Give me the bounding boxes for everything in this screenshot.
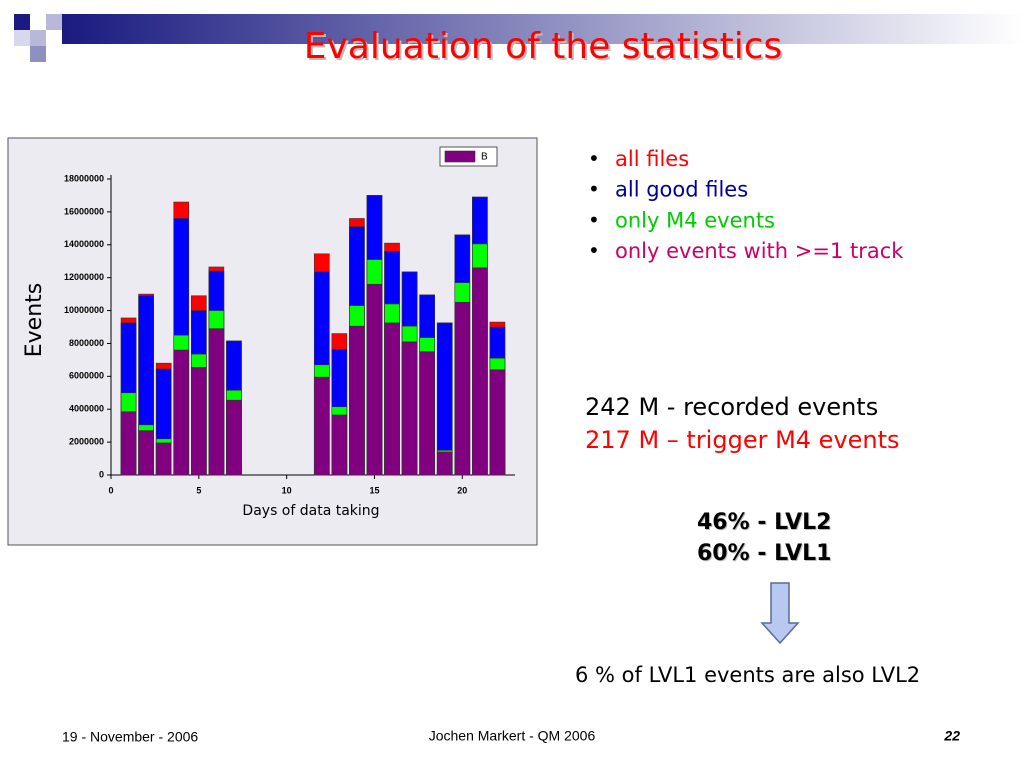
y-tick-label: 16000000 <box>64 206 104 216</box>
legend-swatch <box>444 150 476 163</box>
y-tick-label: 12000000 <box>64 272 104 282</box>
conclusion: 6 % of LVL1 events are also LVL2 <box>575 663 920 687</box>
bar <box>226 399 242 476</box>
x-tick-label: 0 <box>108 485 113 495</box>
bar <box>489 369 506 476</box>
bullet-text: only M4 events <box>615 208 775 232</box>
page-number: 22 <box>943 728 960 744</box>
bar <box>384 322 400 476</box>
note: 217 M – trigger M4 events <box>585 426 900 454</box>
bar <box>331 414 348 476</box>
arrow <box>760 582 800 645</box>
y-tick-label: 14000000 <box>64 239 104 249</box>
bar <box>120 411 137 476</box>
x-tick-label: 20 <box>457 485 467 495</box>
x-tick-label: 10 <box>282 485 292 495</box>
bar <box>191 366 207 476</box>
x-axis-label: Days of data taking <box>242 503 379 519</box>
bar <box>436 451 453 476</box>
decoration <box>14 14 1024 62</box>
bullet: • <box>588 177 600 201</box>
note: 242 M - recorded events <box>585 393 878 421</box>
y-tick-label: 6000000 <box>69 371 104 381</box>
level: 46% - LVL2 <box>697 510 831 535</box>
bar <box>349 325 365 476</box>
bar <box>454 302 471 476</box>
footer-author: Jochen Markert - QM 2006 <box>429 728 596 744</box>
bar <box>401 341 418 476</box>
bullet-text: all good files <box>615 178 748 202</box>
bullet: • <box>588 147 600 171</box>
y-tick-label: 18000000 <box>64 173 104 183</box>
bullet: • <box>588 239 600 263</box>
y-tick-label: 8000000 <box>69 338 104 348</box>
bullet-list: • all files • all good files • only M4 events… <box>588 147 904 264</box>
chart: 0 2000000 4000000 6000000 8000000 10000000 120… <box>22 146 515 519</box>
bar <box>366 283 383 476</box>
y-tick-label: 0 <box>99 469 104 479</box>
bullet-text: all files <box>615 147 689 171</box>
y-tick-label: 4000000 <box>69 404 104 414</box>
bullet-text: only events with >=1 track <box>615 239 904 263</box>
bar <box>138 430 154 476</box>
footer-date: 19 - November - 2006 <box>62 729 198 745</box>
y-tick-label: 2000000 <box>69 436 104 446</box>
x-tick-label: 15 <box>369 485 379 495</box>
y-axis-label: Events <box>22 283 47 358</box>
slide-title: Evaluation of the statistics <box>304 26 783 67</box>
x-tick-label: 5 <box>196 485 201 495</box>
bar <box>173 349 190 476</box>
bar <box>472 267 488 476</box>
bar <box>313 376 330 476</box>
bullet: • <box>588 208 600 232</box>
level: 60% - LVL1 <box>697 541 831 566</box>
bar <box>419 351 435 476</box>
bar <box>208 328 225 476</box>
y-tick-label: 10000000 <box>64 305 104 315</box>
bar <box>155 442 172 476</box>
legend-label: B <box>481 152 488 163</box>
